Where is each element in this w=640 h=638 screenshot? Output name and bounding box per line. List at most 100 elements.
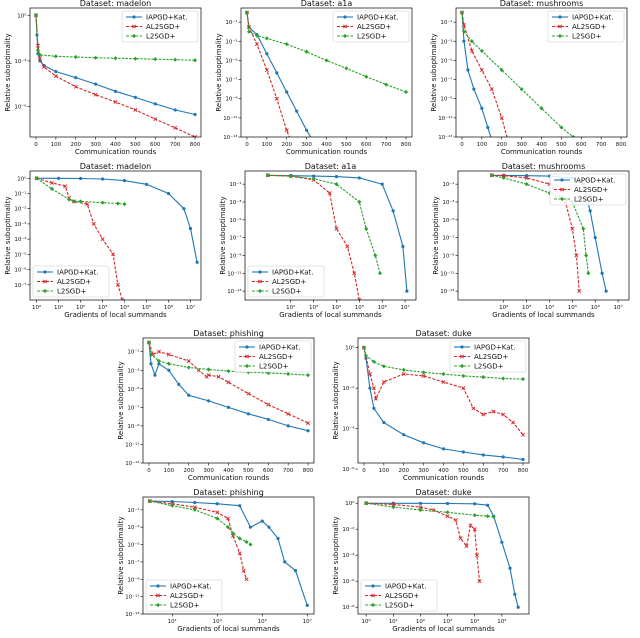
x-tick-label: 10⁵ [497, 618, 506, 625]
data-point [286, 424, 290, 428]
data-point [445, 510, 450, 515]
x-tick-label: 700 [596, 142, 607, 148]
data-point [241, 568, 246, 573]
y-tick-label: 10⁻⁹ [442, 252, 454, 259]
x-tick-label: 500 [458, 468, 469, 474]
data-point [571, 134, 576, 137]
series-line [267, 174, 360, 300]
data-point [481, 375, 486, 380]
data-point [74, 76, 78, 80]
data-point [122, 179, 127, 183]
data-point [391, 505, 396, 510]
data-point [216, 374, 221, 379]
data-point [149, 362, 153, 366]
data-point [469, 48, 474, 53]
plot-area [265, 173, 409, 300]
series-line [246, 12, 407, 93]
data-point [188, 226, 193, 231]
y-tick-label: 10⁻² [342, 385, 354, 392]
x-tick-label: 800 [190, 142, 201, 148]
y-tick-label: 10⁻¹³ [125, 460, 139, 467]
data-point [120, 297, 125, 300]
x-tick-label: 200 [281, 142, 292, 148]
x-tick-label: 700 [283, 468, 294, 474]
data-point [192, 505, 197, 510]
data-point [100, 200, 105, 205]
data-point [238, 504, 242, 508]
data-point [372, 406, 376, 410]
data-point [364, 226, 369, 231]
data-point [471, 406, 476, 411]
y-tick-label: 10⁻⁵ [442, 217, 454, 224]
y-tick-label: 10⁻¹ [442, 181, 454, 188]
x-tick-label: 300 [203, 468, 214, 474]
data-point [524, 175, 529, 180]
x-tick-label: 700 [170, 142, 181, 148]
legend: IAPGD+Kat. AL2SGD+L2SGD+ [121, 10, 199, 43]
data-point [153, 117, 158, 122]
data-point [248, 542, 253, 547]
data-point [491, 409, 496, 414]
y-tick-label: 10⁻⁷ [127, 559, 139, 566]
series-line [149, 500, 251, 545]
data-point [285, 90, 289, 94]
data-point [187, 393, 191, 397]
x-tick-label: 200 [496, 142, 507, 148]
series-line [149, 500, 308, 606]
plot-area [33, 13, 198, 137]
legend-label: IAPGD+Kat. [385, 582, 426, 590]
data-point [35, 48, 40, 53]
data-point [266, 402, 271, 407]
x-tick-label: 100 [379, 468, 390, 474]
data-point [466, 68, 470, 72]
x-tick-label: 10⁴ [120, 304, 130, 311]
data-point [462, 39, 466, 43]
y-tick-label: 10⁻⁷ [229, 235, 241, 242]
data-point [37, 56, 42, 61]
legend: IAPGD+Kat. AL2SGD+L2SGD+ [449, 340, 527, 373]
data-point [166, 352, 171, 357]
y-tick-label: 10⁰ [17, 175, 27, 182]
chart-panel: Dataset: duke 10⁰ 10¹ 10² 10³ 10⁴ 10⁵ 10⁰ 10⁻² 10… [332, 488, 530, 633]
data-point [166, 361, 171, 366]
x-tick-label: 100 [477, 142, 488, 148]
x-axis-label: Gradients of local summands [492, 311, 595, 319]
x-tick-label: 10⁶ [591, 304, 601, 311]
data-point [524, 182, 529, 187]
data-point [324, 58, 329, 63]
x-axis-label: Communication rounds [188, 474, 270, 482]
plot-area [34, 176, 199, 300]
data-point [49, 180, 55, 185]
legend-marker [343, 33, 347, 39]
y-tick-label: 10⁻⁴ [342, 552, 355, 559]
x-tick-label: 10¹ [389, 618, 398, 625]
y-tick-label: 10⁻¹³ [440, 288, 454, 295]
data-point [381, 380, 386, 385]
data-point [206, 373, 211, 378]
x-tick-label: 10⁶ [164, 304, 174, 311]
data-point [525, 174, 529, 178]
data-point [521, 457, 525, 462]
y-tick-label: 10⁻¹¹ [440, 270, 454, 277]
x-tick-label: 200 [183, 468, 194, 474]
legend: IAPGD+Kat. AL2SGD+L2SGD+ [32, 265, 110, 298]
data-point [519, 87, 524, 92]
axes-frame [29, 7, 202, 138]
legend-marker [156, 602, 160, 608]
x-tick-label: 10⁷ [186, 304, 195, 311]
chart-title: Dataset: duke [416, 329, 472, 338]
data-point [461, 386, 466, 391]
y-tick-label: 10⁻¹ [229, 181, 241, 188]
x-tick-label: 400 [223, 468, 234, 474]
data-point [367, 371, 372, 377]
y-tick-label: 10⁰ [345, 500, 355, 507]
data-point [481, 412, 486, 417]
x-tick-label: 10⁰ [32, 304, 42, 311]
data-point [226, 369, 231, 374]
data-point [153, 373, 157, 377]
y-tick-label: 10⁻⁸ [342, 604, 355, 611]
x-tick-label: 0 [147, 468, 151, 474]
data-point [133, 107, 138, 112]
data-point [244, 577, 249, 582]
y-tick-label: 10⁻¹³ [438, 134, 452, 141]
